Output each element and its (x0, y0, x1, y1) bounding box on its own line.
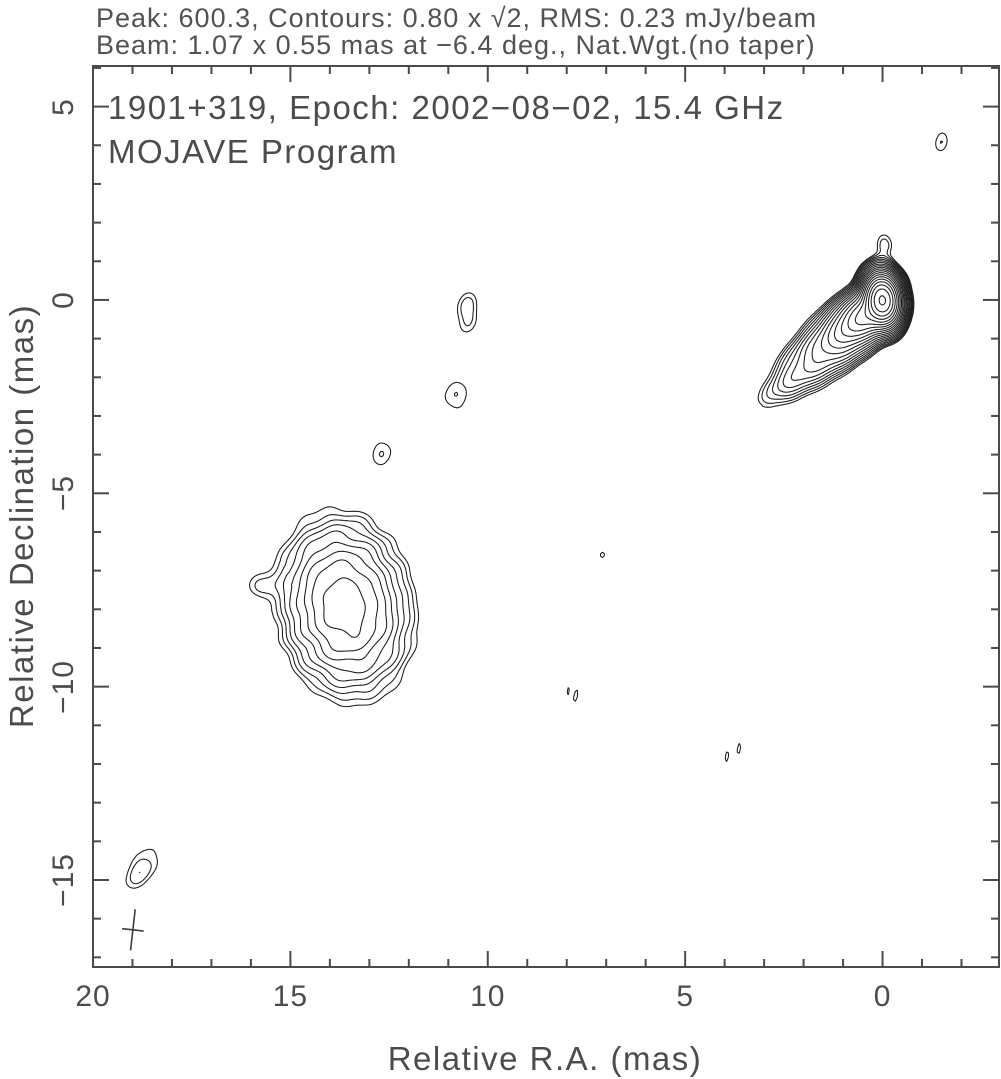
contour-lines (125, 132, 948, 889)
y-axis-label: Relative Declination (mas) (3, 303, 40, 729)
contour-level-14 (854, 276, 900, 326)
x-tick-label: 10 (470, 980, 506, 1013)
contour-level-8 (322, 265, 907, 638)
x-tick-label: 20 (75, 980, 111, 1013)
x-axis-label: Relative R.A. (mas) (387, 1040, 703, 1077)
plot-frame (92, 65, 1000, 968)
contour-level-18 (873, 288, 891, 313)
contour-level-11 (833, 270, 904, 343)
beam-minor-axis (121, 927, 144, 932)
contour-level-0 (125, 132, 948, 889)
contour-level-17 (870, 284, 894, 317)
y-tick-label: −15 (47, 853, 80, 907)
header-line-beam-weighting: Beam: 1.07 x 0.55 mas at −6.4 deg., Nat.… (96, 30, 816, 60)
contour-level-5 (295, 260, 910, 674)
contour-level-3 (282, 256, 912, 689)
contour-level-16 (867, 281, 896, 320)
y-tick-label: −10 (47, 659, 80, 714)
contour-level-6 (303, 261, 909, 661)
axis-ticks (92, 66, 999, 967)
source-epoch-title: 1901+319, Epoch: 2002−08−02, 15.4 GHz (108, 89, 785, 126)
contour-level-10 (827, 268, 905, 349)
y-tick-label: 5 (47, 97, 80, 116)
contour-level-2 (139, 254, 913, 874)
contour-level-1 (129, 140, 944, 885)
contour-level-19 (878, 295, 887, 306)
x-tick-label: 5 (676, 980, 694, 1013)
contour-level-12 (840, 272, 903, 337)
contour-level-4 (289, 258, 911, 682)
program-subtitle: MOJAVE Program (108, 133, 398, 170)
y-tick-label: 0 (47, 291, 80, 309)
contour-level-7 (311, 263, 908, 652)
contour-level-15 (864, 278, 898, 323)
y-tick-label: −5 (47, 475, 80, 512)
contour-level-13 (847, 274, 901, 332)
header-line-peak-contours-rms: Peak: 600.3, Contours: 0.80 x √2, RMS: 0… (96, 3, 818, 33)
contour-level-9 (820, 266, 906, 355)
x-tick-label: 0 (873, 980, 892, 1013)
beam-cross (121, 909, 144, 951)
x-tick-label: 15 (272, 980, 309, 1013)
